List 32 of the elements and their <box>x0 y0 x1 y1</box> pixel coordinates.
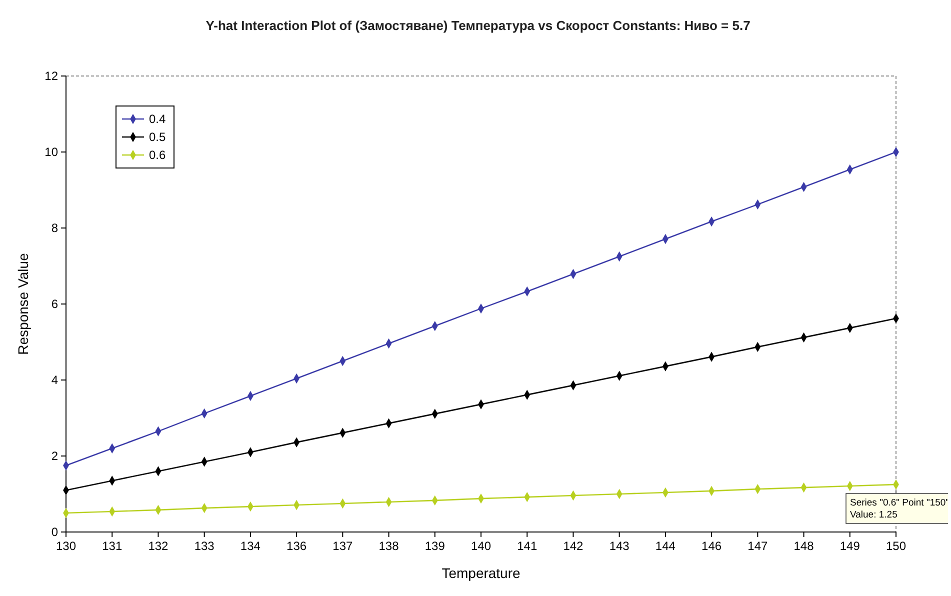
x-tick-label: 142 <box>563 539 584 553</box>
y-tick-label: 2 <box>51 449 58 464</box>
x-tick-label: 134 <box>240 539 261 553</box>
x-tick-label: 132 <box>148 539 169 553</box>
chart-title: Y-hat Interaction Plot of (Замостяване) Температура vs Скорост Constants: Ниво = 5.7 <box>206 18 750 33</box>
y-tick-label: 8 <box>51 221 58 236</box>
x-tick-label: 131 <box>102 539 122 553</box>
x-tick-label: 141 <box>517 539 538 553</box>
x-tick-label: 147 <box>748 539 768 553</box>
x-tick-label: 150 <box>886 539 906 553</box>
x-tick-label: 143 <box>609 539 630 553</box>
x-tick-label: 137 <box>332 539 353 553</box>
y-tick-label: 10 <box>44 145 58 160</box>
x-tick-label: 136 <box>286 539 307 553</box>
x-axis-title: Temperature <box>442 565 521 581</box>
y-tick-label: 12 <box>44 69 58 84</box>
y-axis-title: Response Value <box>15 252 31 355</box>
y-tick-label: 4 <box>51 373 58 388</box>
x-tick-label: 138 <box>378 539 400 553</box>
legend-label: 0.5 <box>149 130 166 144</box>
y-tick-label: 0 <box>51 525 58 540</box>
x-tick-label: 144 <box>655 539 676 553</box>
legend-label: 0.6 <box>149 148 166 162</box>
x-tick-label: 148 <box>794 539 814 553</box>
x-tick-label: 149 <box>840 539 860 553</box>
x-tick-label: 146 <box>702 539 722 553</box>
x-tick-label: 130 <box>56 539 76 553</box>
y-tick-label: 6 <box>51 297 58 312</box>
x-tick-label: 139 <box>424 539 446 553</box>
legend-label: 0.4 <box>149 112 166 126</box>
x-tick-label: 140 <box>470 539 492 553</box>
x-tick-label: 133 <box>194 539 215 553</box>
